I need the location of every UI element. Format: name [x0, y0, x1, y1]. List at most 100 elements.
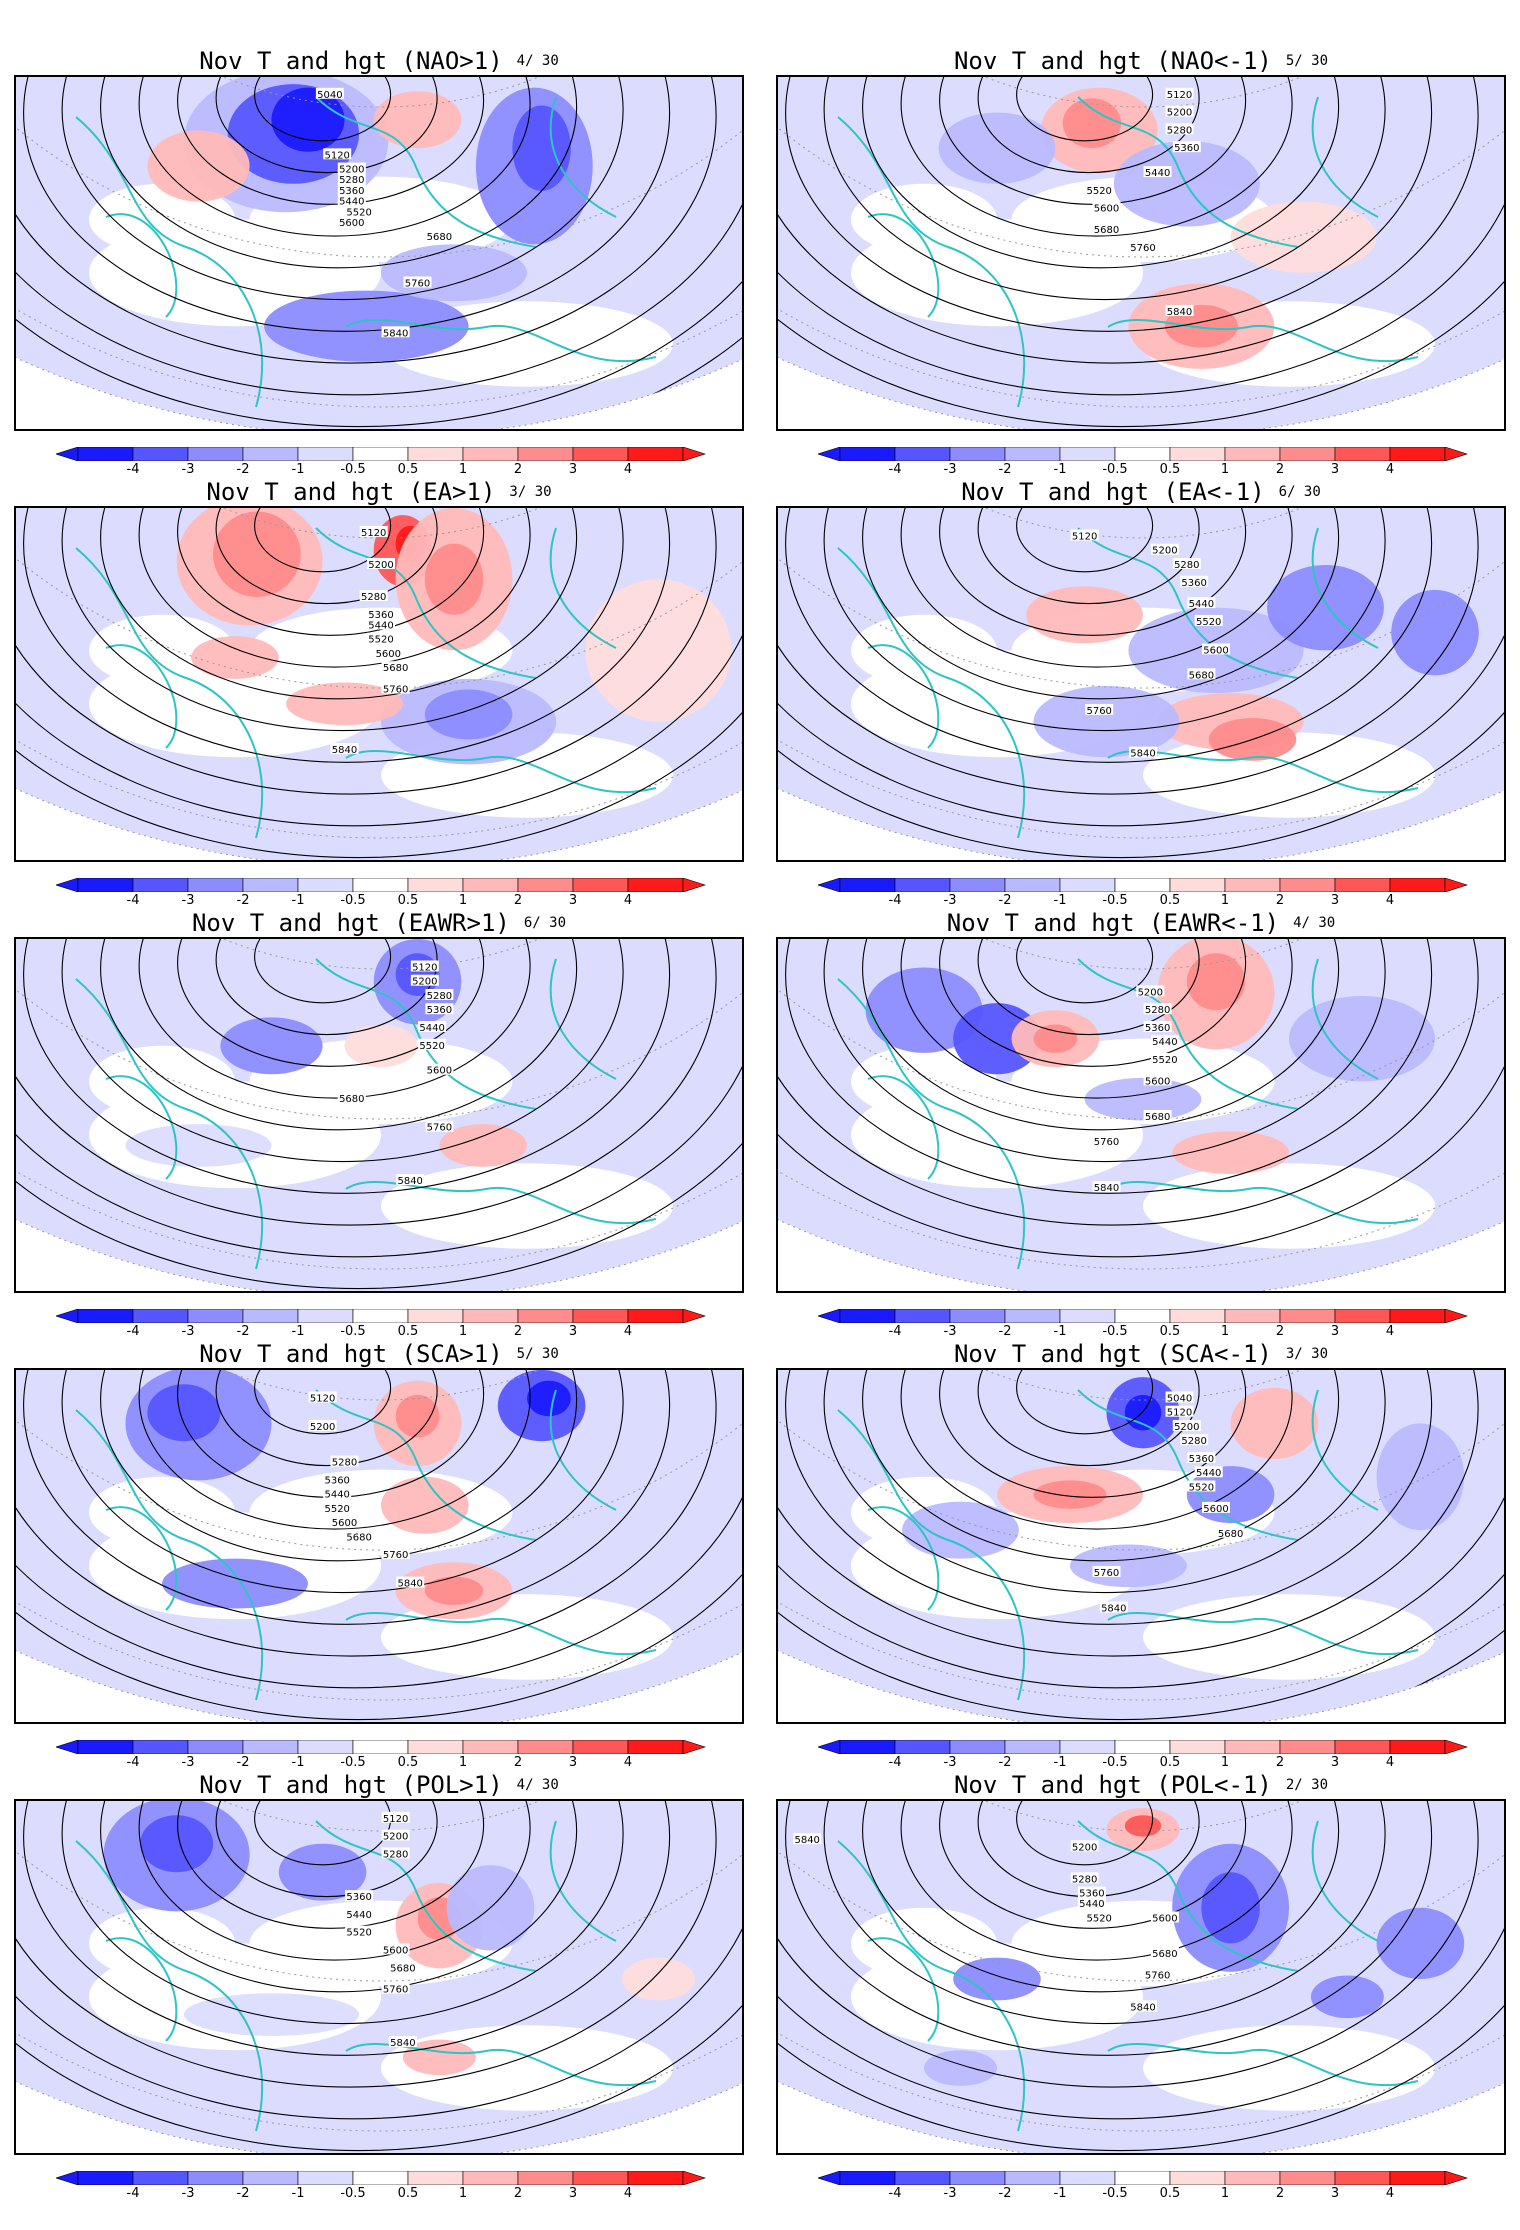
contour-label-bg	[323, 1473, 352, 1485]
colorbar-segment	[1334, 2171, 1391, 2185]
colorbar-segment	[1114, 1309, 1171, 1323]
colorbar-segment	[1169, 1740, 1226, 1754]
temperature-anomaly-shading	[1391, 589, 1479, 676]
panel-title: Nov T and hgt (NAO>1) 4/ 30	[14, 47, 744, 75]
colorbar-tick-label: 1	[458, 2186, 468, 2201]
height-contour	[16, 1370, 717, 1657]
contour-label-bg	[1129, 240, 1157, 252]
height-contour	[177, 1801, 485, 1929]
contour-label: 5120	[310, 1393, 335, 1404]
temperature-anomaly-shading	[1230, 201, 1377, 273]
contour-label: 5840	[383, 328, 408, 339]
polar-map: 5120 5200 5280 5360 5440 5520 5600 5680 5760 5840	[16, 1370, 742, 1722]
colorbar-segment	[1279, 1740, 1336, 1754]
colorbar-tick-label: -0.5	[1102, 2186, 1128, 2201]
colorbar-tick-label: -2	[998, 462, 1012, 477]
contour-label: 5360	[427, 1005, 452, 1016]
panel-title: Nov T and hgt (NAO<-1) 5/ 30	[776, 47, 1506, 75]
polar-map: 5120 5200 5280 5360 5440 5520 5600 5680 5760 5840	[16, 939, 742, 1291]
colorbar-tick-label: 1	[458, 893, 468, 908]
latitude-grid-line	[16, 1801, 742, 2132]
map-frame: 5120 5200 5280 5360 5440 5520 5600 5680 5760 5840	[14, 506, 744, 862]
colorbar-segment	[132, 878, 189, 892]
colorbar-tick-label: 3	[568, 2186, 578, 2201]
colorbar-tick-label: -4	[888, 2186, 902, 2201]
colorbar-tick-label: 2	[513, 462, 523, 477]
height-contour	[778, 77, 1504, 396]
map-frame: 5040 5120 5200 5280 5360 5440 5520 5600 5680 5760…	[776, 1368, 1506, 1724]
map-frame: 5040 5120 5200 5280 5360 5440 5520 5600 5680 5760…	[14, 75, 744, 431]
height-contour	[23, 77, 671, 332]
colorbar-segment	[1114, 1740, 1171, 1754]
contour-label: 5760	[383, 1985, 408, 1996]
colorbar-segment	[1114, 447, 1171, 461]
contour-label-bg	[1216, 1526, 1245, 1538]
contour-label: 5600	[1094, 204, 1119, 215]
contour-label-bg	[381, 1943, 410, 1955]
contour-label: 5120	[1072, 531, 1097, 542]
colorbar-segment	[1389, 447, 1446, 461]
colorbar-tick-label: -4	[888, 1324, 902, 1339]
contour-label-bg	[345, 205, 374, 217]
height-contour	[1016, 77, 1154, 142]
panel-sample-count: 3/ 30	[1285, 1346, 1329, 1362]
colorbar-segment	[572, 1309, 629, 1323]
contour-label: 5520	[1086, 186, 1111, 197]
temperature-anomaly-shading	[278, 1843, 367, 1901]
height-contour	[939, 1801, 1247, 1929]
colorbar-tick-label: 4	[623, 2186, 633, 2201]
height-contour	[900, 1370, 1293, 1530]
colorbar-tick-label: -0.5	[1102, 462, 1128, 477]
colorbar-tick-label: 0.5	[1159, 893, 1181, 908]
temperature-anomaly-shading	[395, 1394, 440, 1438]
height-contour	[177, 508, 485, 636]
contour-label-bg	[337, 1092, 366, 1104]
colorbar-segment	[894, 447, 951, 461]
colorbar-tick-label: -3	[943, 2186, 957, 2201]
colorbar-segment	[1059, 447, 1116, 461]
contour-label-bg	[381, 1847, 410, 1859]
neutral-zone	[381, 1163, 673, 1249]
map-panel-eawr-neg: Nov T and hgt (EAWR<-1) 4/ 30 5200 5280 5360…	[776, 909, 1506, 1339]
height-contour	[785, 1801, 1433, 2056]
height-contour	[778, 77, 1479, 364]
colorbar-segment	[572, 447, 629, 461]
height-contour	[900, 77, 1293, 237]
colorbar-segment	[517, 447, 574, 461]
colorbar-tick-label: -0.5	[1102, 1755, 1128, 1770]
colorbar-segment	[1224, 878, 1281, 892]
colorbar-segment	[1059, 2171, 1116, 2185]
height-contour	[100, 1370, 578, 1562]
contour-label-bg	[345, 1530, 374, 1542]
colorbar-segment	[297, 2171, 354, 2185]
height-contour	[977, 508, 1200, 605]
colorbar-tick-label: -2	[236, 1324, 250, 1339]
colorbar-tick-label: 4	[1385, 462, 1395, 477]
temperature-anomaly-shading	[1186, 953, 1246, 1011]
colorbar-segment	[894, 878, 951, 892]
contour-label: 5760	[1130, 243, 1155, 254]
map-panel-nao-pos: Nov T and hgt (NAO>1) 4/ 30 5040 5120 5200 52…	[14, 47, 744, 477]
contour-label: 5680	[383, 663, 408, 674]
height-contour	[16, 1801, 742, 2120]
contour-label: 5040	[317, 90, 342, 101]
height-contour	[778, 508, 1504, 859]
contour-label-bg	[381, 1811, 410, 1823]
colorbar-segment	[462, 1740, 519, 1754]
contour-label: 5360	[368, 610, 393, 621]
colorbar-segment	[77, 878, 134, 892]
colorbar: -4 -3 -2 -1 -0.5 0.5 1 2 3 4	[818, 2171, 1478, 2201]
colorbar: -4 -3 -2 -1 -0.5 0.5 1 2 3 4	[56, 447, 716, 477]
height-contour	[1016, 1370, 1154, 1435]
contour-label-bg	[330, 1516, 359, 1528]
contour-label-bg	[1085, 1911, 1114, 1923]
colorbar-tick-label: -4	[126, 1324, 140, 1339]
colorbar-tick-label: -2	[236, 2186, 250, 2201]
temperature-anomaly-shading	[1062, 98, 1122, 149]
contour-label: 5200	[1167, 108, 1192, 119]
temperature-anomaly-shading	[183, 1993, 360, 2036]
contour-label: 5760	[427, 1123, 452, 1134]
contour-label-bg	[1129, 2000, 1157, 2012]
contour-label-bg	[359, 590, 388, 601]
